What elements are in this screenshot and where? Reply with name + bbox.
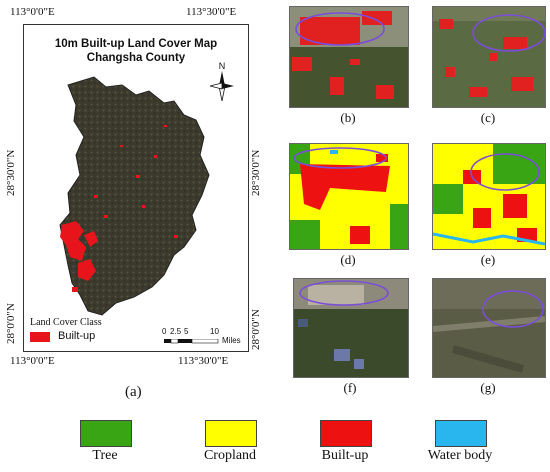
- map-legend: Land Cover Class Built-up: [28, 317, 128, 347]
- legend-label-builtup: Built-up: [58, 330, 96, 342]
- panel-label-f: (f): [343, 380, 357, 395]
- legend-swatch-builtup: [320, 420, 372, 447]
- panel-b-image: [289, 6, 409, 108]
- panel-d-image: [289, 143, 409, 250]
- legend-label-builtup-bottom: Built-up: [321, 448, 369, 463]
- county-shape: [59, 76, 210, 316]
- scale-bar-graphic: [164, 339, 219, 344]
- legend-label-water: Water body: [427, 448, 493, 463]
- legend-swatch-tree: [80, 420, 132, 447]
- legend-swatch-cropland: [205, 420, 257, 447]
- panel-label-g: (g): [480, 380, 496, 395]
- panel-e-svg: [433, 144, 545, 249]
- panel-c-svg: [433, 7, 545, 107]
- top-tick-left: 113°0'0"E: [10, 6, 55, 18]
- scale-label-5: 5: [184, 327, 189, 336]
- panel-label-e: (e): [480, 252, 496, 267]
- panel-label-d: (d): [340, 252, 356, 267]
- left-tick-bottom: 28°0'0"N: [5, 303, 17, 344]
- north-arrow-icon: [210, 71, 234, 101]
- builtup-clusters: [60, 125, 178, 292]
- bottom-tick-right: 113°30'0"E: [178, 355, 229, 367]
- map-title: 10m Built-up Land Cover Map Changsha Cou…: [24, 37, 248, 65]
- panel-c-image: [432, 6, 546, 108]
- panel-b-svg: [290, 7, 408, 107]
- main-map-frame: 10m Built-up Land Cover Map Changsha Cou…: [23, 24, 249, 352]
- legend-label-cropland: Cropland: [203, 448, 257, 463]
- panel-label-b: (b): [340, 110, 356, 125]
- map-title-line1: 10m Built-up Land Cover Map: [54, 38, 218, 50]
- right-tick-bottom: 28°0'0"N: [250, 309, 262, 350]
- north-label: N: [218, 61, 226, 71]
- north-arrow: N: [210, 61, 234, 103]
- top-tick-right: 113°30'0"E: [186, 6, 237, 18]
- map-title-line2: Changsha County: [86, 52, 186, 64]
- scale-label-10: 10: [210, 327, 219, 336]
- legend-title: Land Cover Class: [30, 317, 102, 328]
- legend-swatch-water: [435, 420, 487, 447]
- panel-g-svg: [433, 279, 545, 377]
- panel-e-image: [432, 143, 546, 250]
- scale-label-2-5: 2.5: [170, 327, 182, 336]
- panel-g-image: [432, 278, 546, 378]
- scale-label-0: 0: [162, 327, 167, 336]
- panel-label-a: (a): [125, 384, 142, 400]
- scale-bar: 0 2.5 5 10 Miles: [162, 327, 248, 349]
- legend-label-tree: Tree: [92, 448, 118, 463]
- panel-label-c: (c): [480, 110, 496, 125]
- main-map-canvas: [59, 76, 210, 316]
- panel-f-svg: [294, 279, 408, 377]
- bottom-tick-left: 113°0'0"E: [10, 355, 55, 367]
- right-tick-top: 28°30'0"N: [250, 149, 262, 196]
- left-tick-top: 28°30'0"N: [5, 149, 17, 196]
- panel-d-svg: [290, 144, 408, 249]
- panel-f-image: [293, 278, 409, 378]
- scale-unit: Miles: [222, 336, 241, 345]
- legend-swatch-builtup: [30, 332, 50, 342]
